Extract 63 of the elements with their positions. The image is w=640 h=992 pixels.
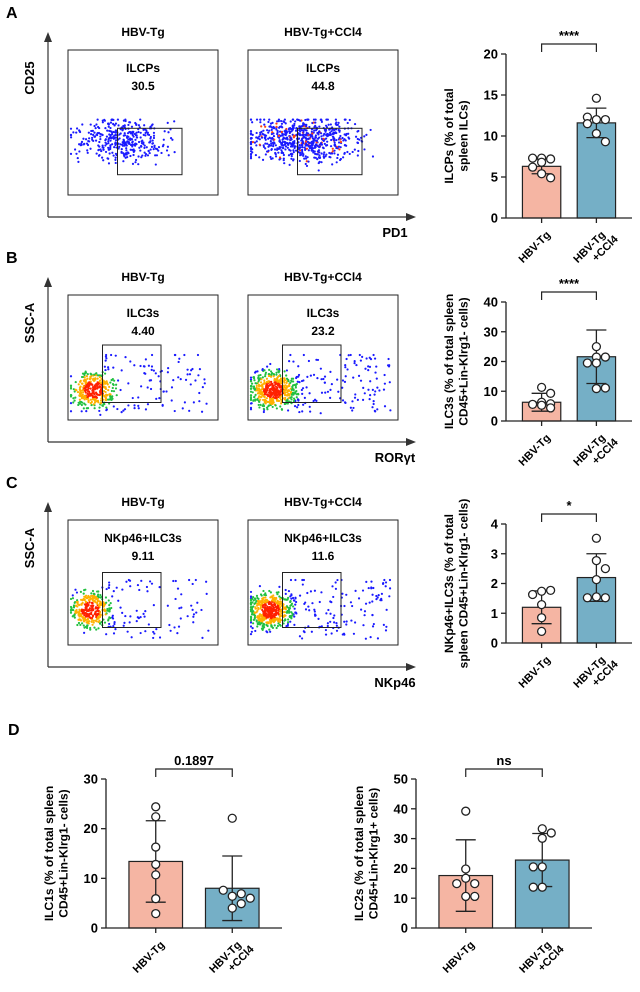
y-tick-label: 15 (484, 88, 498, 103)
y-tick-label: 4 (490, 516, 499, 532)
y-tick-label: 40 (484, 294, 498, 310)
text: NKp46+ILC3s (104, 531, 182, 545)
text: ILCPs (126, 61, 160, 75)
category-label: HBV-Tg (121, 270, 165, 284)
category-label: HBV-Tg+CCl4 (284, 495, 362, 509)
y-tick-label: 10 (484, 128, 498, 144)
y-axis-title: ILC1s (% of total spleen CD45+Lin-Klrg1- cells) (42, 786, 70, 922)
y-tick-label: 0 (400, 920, 408, 936)
y-tick-label: 30 (484, 324, 498, 340)
text: PD1 (382, 225, 408, 240)
text: 11.6 (312, 549, 335, 563)
text: B (6, 250, 18, 267)
category-label: HBV-Tg (121, 495, 165, 509)
text: SSC-A (22, 527, 37, 568)
text: 23.2 (311, 324, 335, 338)
y-tick-label: 1 (490, 606, 498, 621)
y-tick-label: 20 (484, 354, 498, 370)
y-tick-label: 30 (394, 831, 408, 846)
y-tick-label: 10 (84, 870, 98, 886)
text: 4.40 (131, 324, 155, 338)
text: 44.8 (311, 79, 335, 93)
y-axis-title: NKp46+ILC3s (% of total spleen CD45+Lin-Klrg1- cells) (442, 498, 470, 668)
text: RORγt (374, 450, 416, 465)
text: A (6, 5, 18, 22)
text: **** (558, 276, 580, 291)
y-tick-label: 50 (394, 772, 408, 787)
text: **** (558, 28, 580, 43)
y-tick-label: 2 (490, 576, 498, 592)
y-tick-label: 40 (394, 801, 408, 816)
y-tick-label: 0 (90, 920, 98, 936)
category-label: HBV-Tg (121, 25, 165, 39)
y-tick-label: 20 (84, 821, 98, 836)
y-axis-title: ILCPs (% of total spleen ILCs) (442, 88, 470, 184)
text: * (566, 498, 572, 513)
y-axis-title: ILC3s (% of total spleen CD45+Lin-Klrg1- cells) (442, 294, 470, 430)
text: NKp46+ILC3s (284, 531, 362, 545)
y-tick-label: 3 (490, 546, 498, 562)
text: C (6, 475, 18, 492)
y-tick-label: 5 (490, 170, 498, 185)
text: NKp46 (374, 675, 416, 690)
text: ns (496, 753, 512, 768)
y-tick-label: 0 (490, 210, 498, 226)
y-tick-label: 20 (484, 46, 498, 62)
y-axis-title: ILC2s (% of total spleen CD45+Lin-Klrg1+ cells) (352, 786, 380, 922)
text: 30.5 (131, 79, 155, 93)
text: 0.1897 (174, 753, 214, 768)
text: SSC-A (22, 302, 37, 344)
category-label: HBV-Tg+CCl4 (284, 25, 362, 39)
y-tick-label: 10 (484, 384, 498, 399)
y-tick-label: 0 (490, 414, 498, 429)
category-label: HBV-Tg+CCl4 (284, 270, 362, 284)
text: ILC3s (126, 306, 160, 320)
text: CD25 (22, 61, 37, 95)
y-tick-label: 10 (394, 890, 408, 906)
text: 9.11 (132, 549, 155, 563)
text: ILCPs (306, 61, 340, 75)
y-tick-label: 20 (394, 860, 408, 876)
chart-title: D (8, 722, 20, 739)
text: ILC3s (306, 306, 340, 320)
y-tick-label: 30 (84, 772, 98, 787)
y-tick-label: 0 (490, 636, 498, 651)
